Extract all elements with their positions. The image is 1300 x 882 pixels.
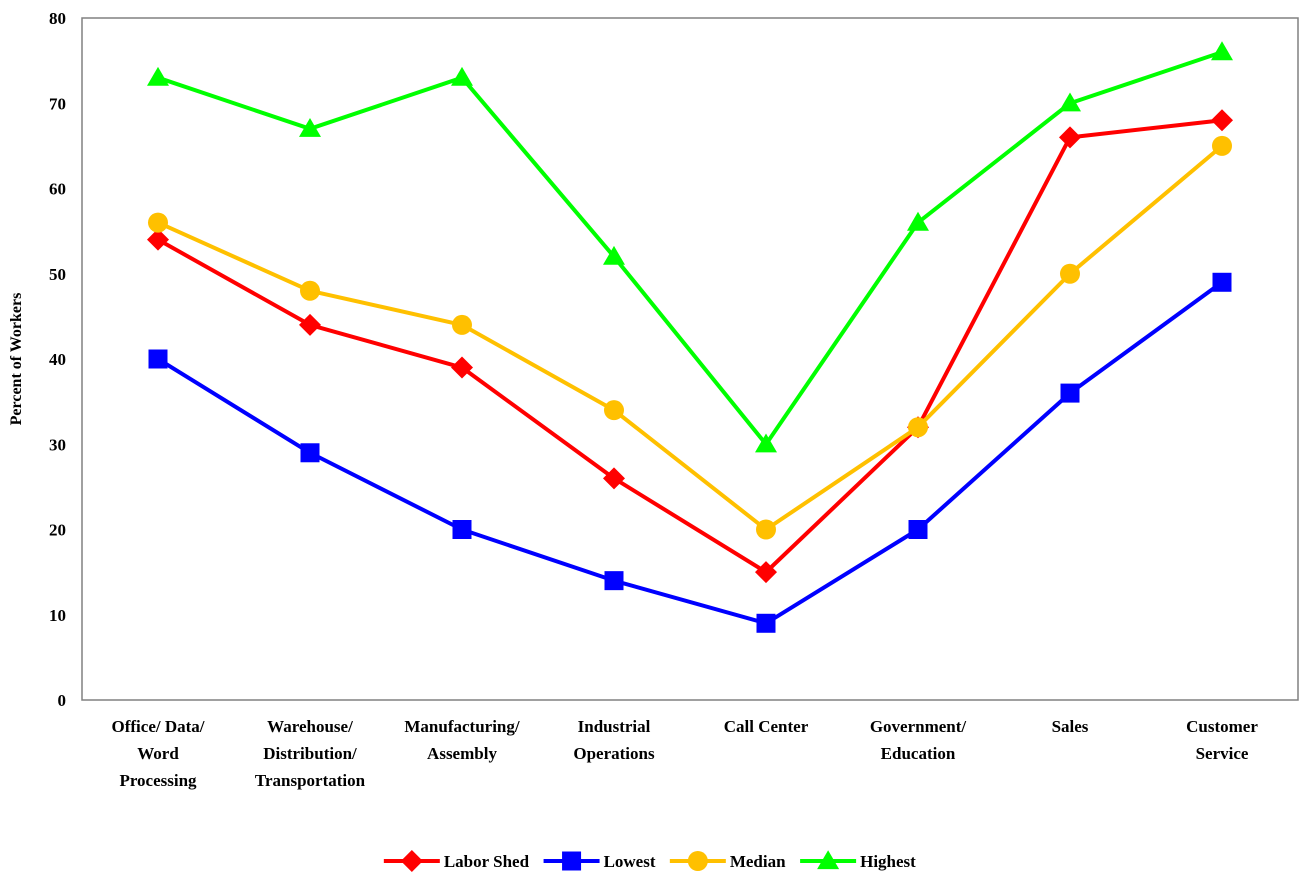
x-category-label: Manufacturing/Assembly: [404, 717, 520, 763]
data-point-lowest: [1212, 272, 1232, 292]
data-point-lowest: [908, 520, 928, 539]
data-point-median: [604, 400, 624, 421]
data-point-lowest: [756, 613, 776, 633]
data-point-lowest: [452, 520, 472, 539]
y-tick-label: 40: [49, 350, 66, 369]
legend-label: Highest: [860, 852, 916, 871]
x-category-label-line: Service: [1196, 744, 1249, 763]
x-category-label-line: Warehouse/: [267, 717, 353, 736]
data-point-median: [300, 280, 320, 301]
series-line-lowest: [156, 280, 1224, 626]
data-point-lowest: [1060, 383, 1080, 403]
legend-item: Median: [669, 851, 786, 871]
data-point-highest: [755, 433, 777, 453]
y-tick-label: 50: [49, 265, 66, 284]
x-category-label-line: Transportation: [255, 771, 366, 790]
data-point-median: [148, 212, 168, 233]
x-category-label-line: Assembly: [427, 744, 497, 763]
legend-item: Lowest: [543, 851, 656, 871]
x-category-label-line: Distribution/: [263, 744, 357, 763]
data-point-median: [908, 417, 928, 438]
y-tick-label: 0: [58, 691, 67, 710]
legend: Labor Shed Lowest Median Highest: [383, 850, 916, 872]
legend-item: Highest: [800, 850, 916, 871]
x-category-label: Office/ Data/Word Processing: [112, 717, 205, 790]
y-tick-label: 60: [49, 180, 66, 199]
y-tick-label: 20: [49, 521, 66, 540]
data-point-highest: [1059, 92, 1081, 112]
y-tick-label: 30: [49, 435, 66, 454]
legend-swatch-marker: [562, 851, 582, 871]
series-markers: [147, 41, 1233, 633]
series-lines: [156, 50, 1224, 626]
x-category-label-line: Operations: [573, 744, 655, 763]
x-category-label: Customer Service: [1186, 717, 1258, 763]
data-point-labor-shed: [299, 313, 321, 336]
data-point-labor-shed: [755, 561, 777, 584]
data-point-lowest: [604, 571, 624, 591]
legend-label: Median: [730, 852, 786, 871]
x-axis-labels: Office/ Data/Word Processing Warehouse/Dis…: [112, 717, 1259, 790]
x-category-label-line: Sales: [1052, 717, 1089, 736]
x-category-label-line: Call Center: [724, 717, 809, 736]
legend-swatch-marker: [687, 851, 708, 871]
x-category-label: Sales: [1052, 717, 1089, 736]
data-point-highest: [147, 66, 169, 86]
data-point-lowest: [300, 443, 320, 463]
data-point-labor-shed: [1211, 109, 1233, 132]
x-category-label: Call Center: [724, 717, 809, 736]
x-category-label: Government/Education: [870, 717, 967, 763]
x-category-label-line: Office/ Data/: [112, 717, 205, 736]
data-point-median: [1212, 135, 1232, 156]
x-category-label: Warehouse/Distribution/Transportation: [255, 717, 366, 790]
legend-swatch-marker: [400, 850, 423, 872]
data-point-labor-shed: [1059, 126, 1081, 149]
x-category-label-line: Education: [881, 744, 956, 763]
data-point-lowest: [148, 349, 168, 369]
legend-label: Labor Shed: [444, 852, 530, 871]
x-category-label-line: Manufacturing/: [404, 717, 520, 736]
y-tick-label: 70: [49, 94, 66, 113]
legend-item: Labor Shed: [383, 850, 530, 872]
legend-label: Lowest: [604, 852, 656, 871]
data-point-median: [756, 519, 776, 540]
data-point-labor-shed: [451, 356, 473, 379]
plot-area: [81, 17, 1299, 701]
x-category-label-line: Word: [137, 744, 179, 763]
data-point-median: [452, 314, 472, 335]
y-axis-ticks: 0 10 20 30 40 50 60 70 80: [49, 9, 66, 710]
y-axis-title: Percent of Workers: [8, 293, 25, 426]
data-point-highest: [299, 118, 321, 137]
data-point-highest: [907, 211, 929, 231]
x-category-label: Industrial Operations: [573, 717, 655, 763]
x-category-label-line: Government/: [870, 717, 967, 736]
data-point-highest: [1211, 41, 1233, 61]
series-line-median: [157, 144, 1224, 532]
x-category-label-line: Industrial: [578, 717, 651, 736]
data-point-highest: [451, 66, 473, 86]
series-line-highest: [157, 50, 1223, 447]
x-category-label-line: Customer: [1186, 717, 1258, 736]
series-line-labor-shed: [157, 118, 1223, 575]
data-point-labor-shed: [147, 228, 169, 251]
legend-swatch-marker: [817, 850, 840, 870]
data-point-median: [1060, 263, 1080, 284]
y-tick-label: 80: [49, 9, 66, 28]
data-point-labor-shed: [603, 467, 625, 490]
y-tick-label: 10: [49, 606, 66, 625]
data-point-highest: [603, 245, 625, 265]
x-category-label-line: Processing: [119, 771, 197, 790]
